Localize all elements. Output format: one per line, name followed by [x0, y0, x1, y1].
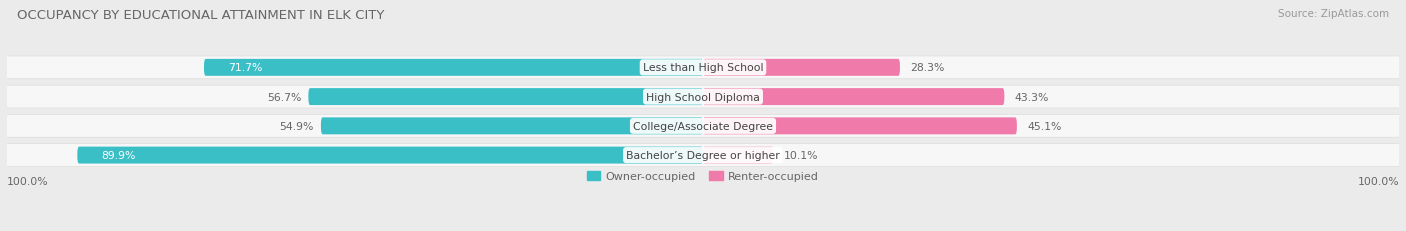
FancyBboxPatch shape	[0, 57, 1406, 79]
Text: 89.9%: 89.9%	[101, 150, 136, 160]
FancyBboxPatch shape	[703, 147, 773, 164]
FancyBboxPatch shape	[77, 147, 703, 164]
Text: 10.1%: 10.1%	[783, 150, 818, 160]
Text: 100.0%: 100.0%	[1357, 176, 1399, 186]
FancyBboxPatch shape	[308, 89, 703, 106]
Text: 100.0%: 100.0%	[7, 176, 49, 186]
Text: High School Diploma: High School Diploma	[647, 92, 759, 102]
Text: 71.7%: 71.7%	[228, 63, 263, 73]
FancyBboxPatch shape	[321, 118, 703, 135]
Text: 43.3%: 43.3%	[1015, 92, 1049, 102]
Text: Less than High School: Less than High School	[643, 63, 763, 73]
FancyBboxPatch shape	[0, 86, 1406, 109]
Text: 54.9%: 54.9%	[280, 121, 314, 131]
Text: Bachelor’s Degree or higher: Bachelor’s Degree or higher	[626, 150, 780, 160]
FancyBboxPatch shape	[703, 89, 1004, 106]
Legend: Owner-occupied, Renter-occupied: Owner-occupied, Renter-occupied	[586, 171, 820, 181]
FancyBboxPatch shape	[0, 144, 1406, 167]
Text: Source: ZipAtlas.com: Source: ZipAtlas.com	[1278, 9, 1389, 19]
FancyBboxPatch shape	[703, 118, 1017, 135]
Text: 45.1%: 45.1%	[1028, 121, 1062, 131]
Text: OCCUPANCY BY EDUCATIONAL ATTAINMENT IN ELK CITY: OCCUPANCY BY EDUCATIONAL ATTAINMENT IN E…	[17, 9, 384, 22]
Text: 56.7%: 56.7%	[267, 92, 301, 102]
FancyBboxPatch shape	[0, 115, 1406, 138]
Text: College/Associate Degree: College/Associate Degree	[633, 121, 773, 131]
FancyBboxPatch shape	[703, 60, 900, 76]
Text: 28.3%: 28.3%	[911, 63, 945, 73]
FancyBboxPatch shape	[204, 60, 703, 76]
